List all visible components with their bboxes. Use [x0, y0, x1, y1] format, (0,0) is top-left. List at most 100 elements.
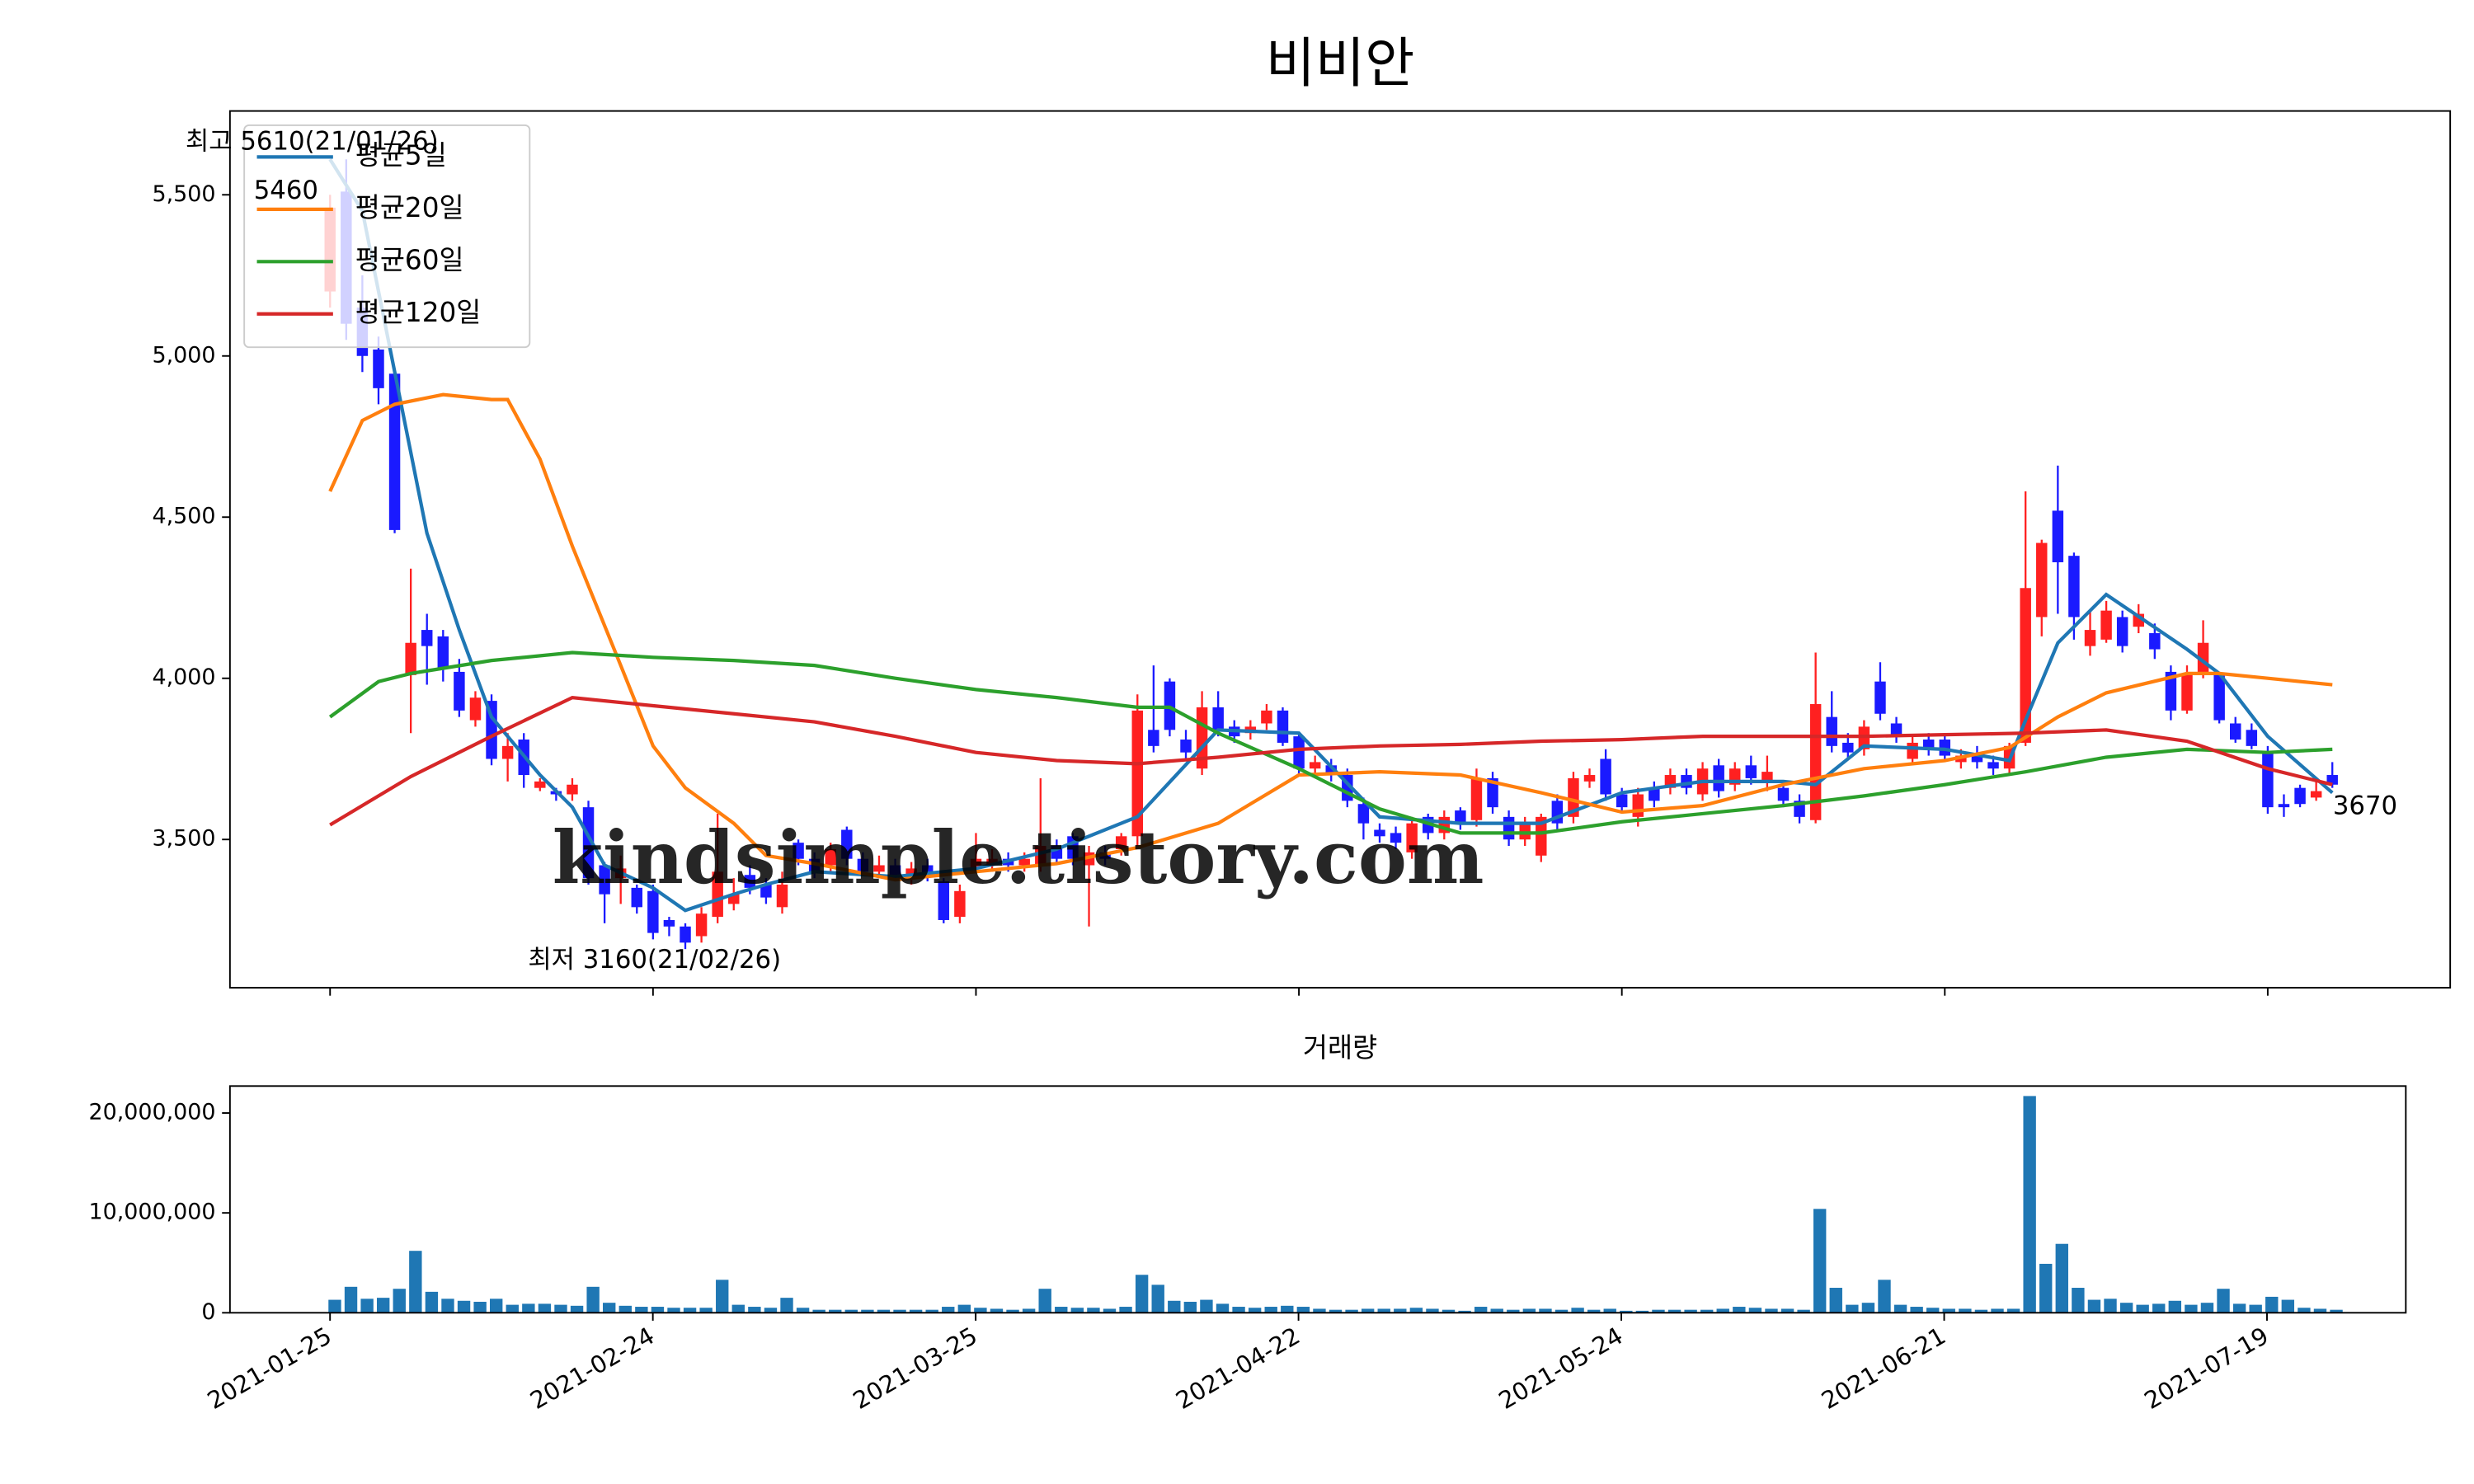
candle-body [2326, 775, 2338, 785]
candle-body [1277, 710, 1289, 743]
volume-bar [829, 1309, 842, 1313]
volume-bar [538, 1303, 552, 1313]
volume-bar [1846, 1304, 1859, 1313]
volume-bar [1893, 1304, 1907, 1313]
candle-body [728, 894, 740, 904]
volume-bar [1055, 1307, 1068, 1313]
volume-bar [764, 1308, 778, 1313]
candle-body [1632, 794, 1644, 817]
volume-bar [1942, 1308, 1955, 1313]
candle-body [776, 884, 788, 908]
volume-bar [2168, 1300, 2182, 1313]
volume-bar [635, 1307, 648, 1313]
volume-bar [1296, 1307, 1310, 1313]
candle-body [469, 697, 482, 721]
volume-bar [1797, 1309, 1810, 1313]
candle-body [986, 858, 998, 866]
volume-bar [812, 1309, 825, 1313]
volume-bar [1684, 1309, 1697, 1313]
volume-bar [457, 1300, 471, 1313]
volume-bar [1878, 1280, 1891, 1313]
candle-body [889, 865, 901, 876]
volume-bar [1377, 1308, 1390, 1313]
volume-bar [2281, 1299, 2295, 1313]
candle-body [2036, 542, 2048, 618]
y-tick-label: 10,000,000 [88, 1200, 215, 1225]
volume-bar [731, 1304, 745, 1313]
volume-bar [1829, 1288, 1842, 1313]
volume-bar [1426, 1308, 1439, 1313]
volume-bar [1264, 1307, 1277, 1313]
candle-body [1115, 836, 1127, 849]
volume-bar [1539, 1308, 1552, 1313]
volume-bar [2265, 1296, 2279, 1313]
volume-bar [1329, 1309, 1343, 1313]
candle-body [1470, 777, 1483, 820]
moving-average-line [329, 695, 2333, 827]
candle-body [873, 865, 885, 872]
volume-bar [1974, 1309, 1988, 1313]
volume-bar [360, 1298, 374, 1313]
candle-body [793, 843, 804, 859]
volume-bar [683, 1308, 697, 1313]
volume-bar [1748, 1308, 1762, 1313]
volume-bar [2313, 1308, 2327, 1313]
volume-bar [2039, 1263, 2053, 1313]
volume-bar [393, 1289, 406, 1313]
volume-bar [1458, 1310, 1471, 1313]
candle-body [2116, 617, 2128, 646]
volume-bar [1652, 1309, 1665, 1313]
volume-bar [1103, 1308, 1117, 1313]
low-annotation: 최저 3160(21/02/26) [528, 945, 781, 974]
candle-body [744, 875, 756, 888]
volume-bar [1361, 1308, 1375, 1313]
volume-bar [957, 1304, 971, 1313]
candle-body [2068, 556, 2080, 618]
candle-body [2052, 510, 2064, 562]
candle-body [2100, 610, 2112, 640]
candle-body [582, 807, 595, 879]
volume-bar [1991, 1308, 2004, 1313]
volume-bar [1135, 1275, 1149, 1313]
y-tick-label: 4,500 [153, 504, 216, 529]
candle-body [1261, 710, 1272, 724]
volume-bar [2023, 1096, 2036, 1313]
volume-bar [2136, 1304, 2149, 1313]
volume-bar [990, 1308, 1004, 1313]
volume-bar [1394, 1308, 1407, 1313]
candle-body [760, 884, 772, 898]
volume-bar [2217, 1289, 2230, 1313]
volume-bar [974, 1308, 987, 1313]
candle-body [825, 848, 836, 866]
candle-body [938, 881, 950, 920]
volume-bar [1474, 1307, 1488, 1313]
volume-bar [2298, 1308, 2311, 1313]
volume-bar [1409, 1308, 1423, 1313]
candle-body [2230, 723, 2241, 740]
candle-body [1809, 704, 1822, 820]
candle-body [567, 784, 578, 795]
candle-body [1922, 740, 1935, 749]
volume-bar [1313, 1308, 1326, 1313]
volume-bar [877, 1309, 891, 1313]
volume-bar [586, 1286, 600, 1313]
volume-bar [2055, 1243, 2068, 1313]
candle-body [1503, 816, 1515, 840]
volume-bar [1442, 1309, 1456, 1313]
candle-body [2020, 588, 2031, 743]
volume-bar [490, 1298, 503, 1313]
candle-body [437, 636, 449, 669]
candle-body [2197, 642, 2209, 675]
candle-body [1374, 829, 1385, 837]
volume-bar [1700, 1309, 1714, 1313]
candle-body [1583, 775, 1596, 782]
volume-bar [1910, 1307, 1923, 1313]
volume-bar [1281, 1305, 1294, 1313]
y-tick-label: 5,500 [153, 181, 216, 207]
candle-body [1777, 787, 1790, 801]
volume-bar [1490, 1308, 1503, 1313]
candle-body [712, 871, 723, 918]
candle-body [421, 630, 433, 646]
moving-average-line [328, 158, 2334, 913]
